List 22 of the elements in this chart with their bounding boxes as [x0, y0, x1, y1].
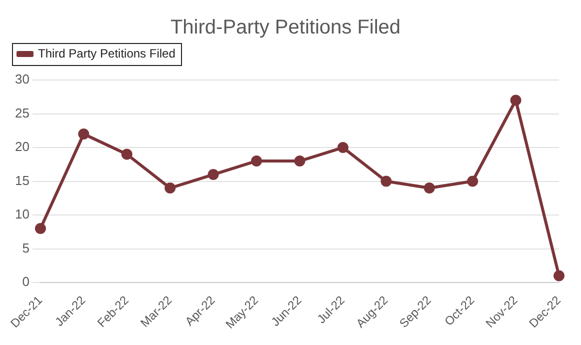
y-tick-label: 0	[22, 274, 30, 290]
point	[78, 128, 90, 140]
point	[337, 142, 348, 154]
point	[467, 176, 478, 187]
y-tick-label: 5	[22, 240, 30, 256]
point	[208, 169, 219, 180]
y-tick-label: 30	[14, 72, 30, 87]
y-tick-label: 15	[14, 172, 30, 188]
point	[554, 270, 564, 282]
legend-label: Third Party Petitions Filed	[38, 46, 176, 60]
point	[121, 148, 132, 160]
point	[294, 156, 306, 167]
point	[510, 94, 522, 106]
point	[34, 223, 46, 234]
point	[424, 182, 435, 194]
y-tick-label: 25	[14, 105, 30, 120]
point	[164, 182, 176, 194]
y-tick-label: 10	[14, 206, 30, 222]
point	[251, 156, 262, 167]
chart-title: Third-Party Petitions Filed	[170, 16, 401, 39]
point	[380, 176, 392, 187]
y-tick-label: 20	[14, 139, 30, 154]
